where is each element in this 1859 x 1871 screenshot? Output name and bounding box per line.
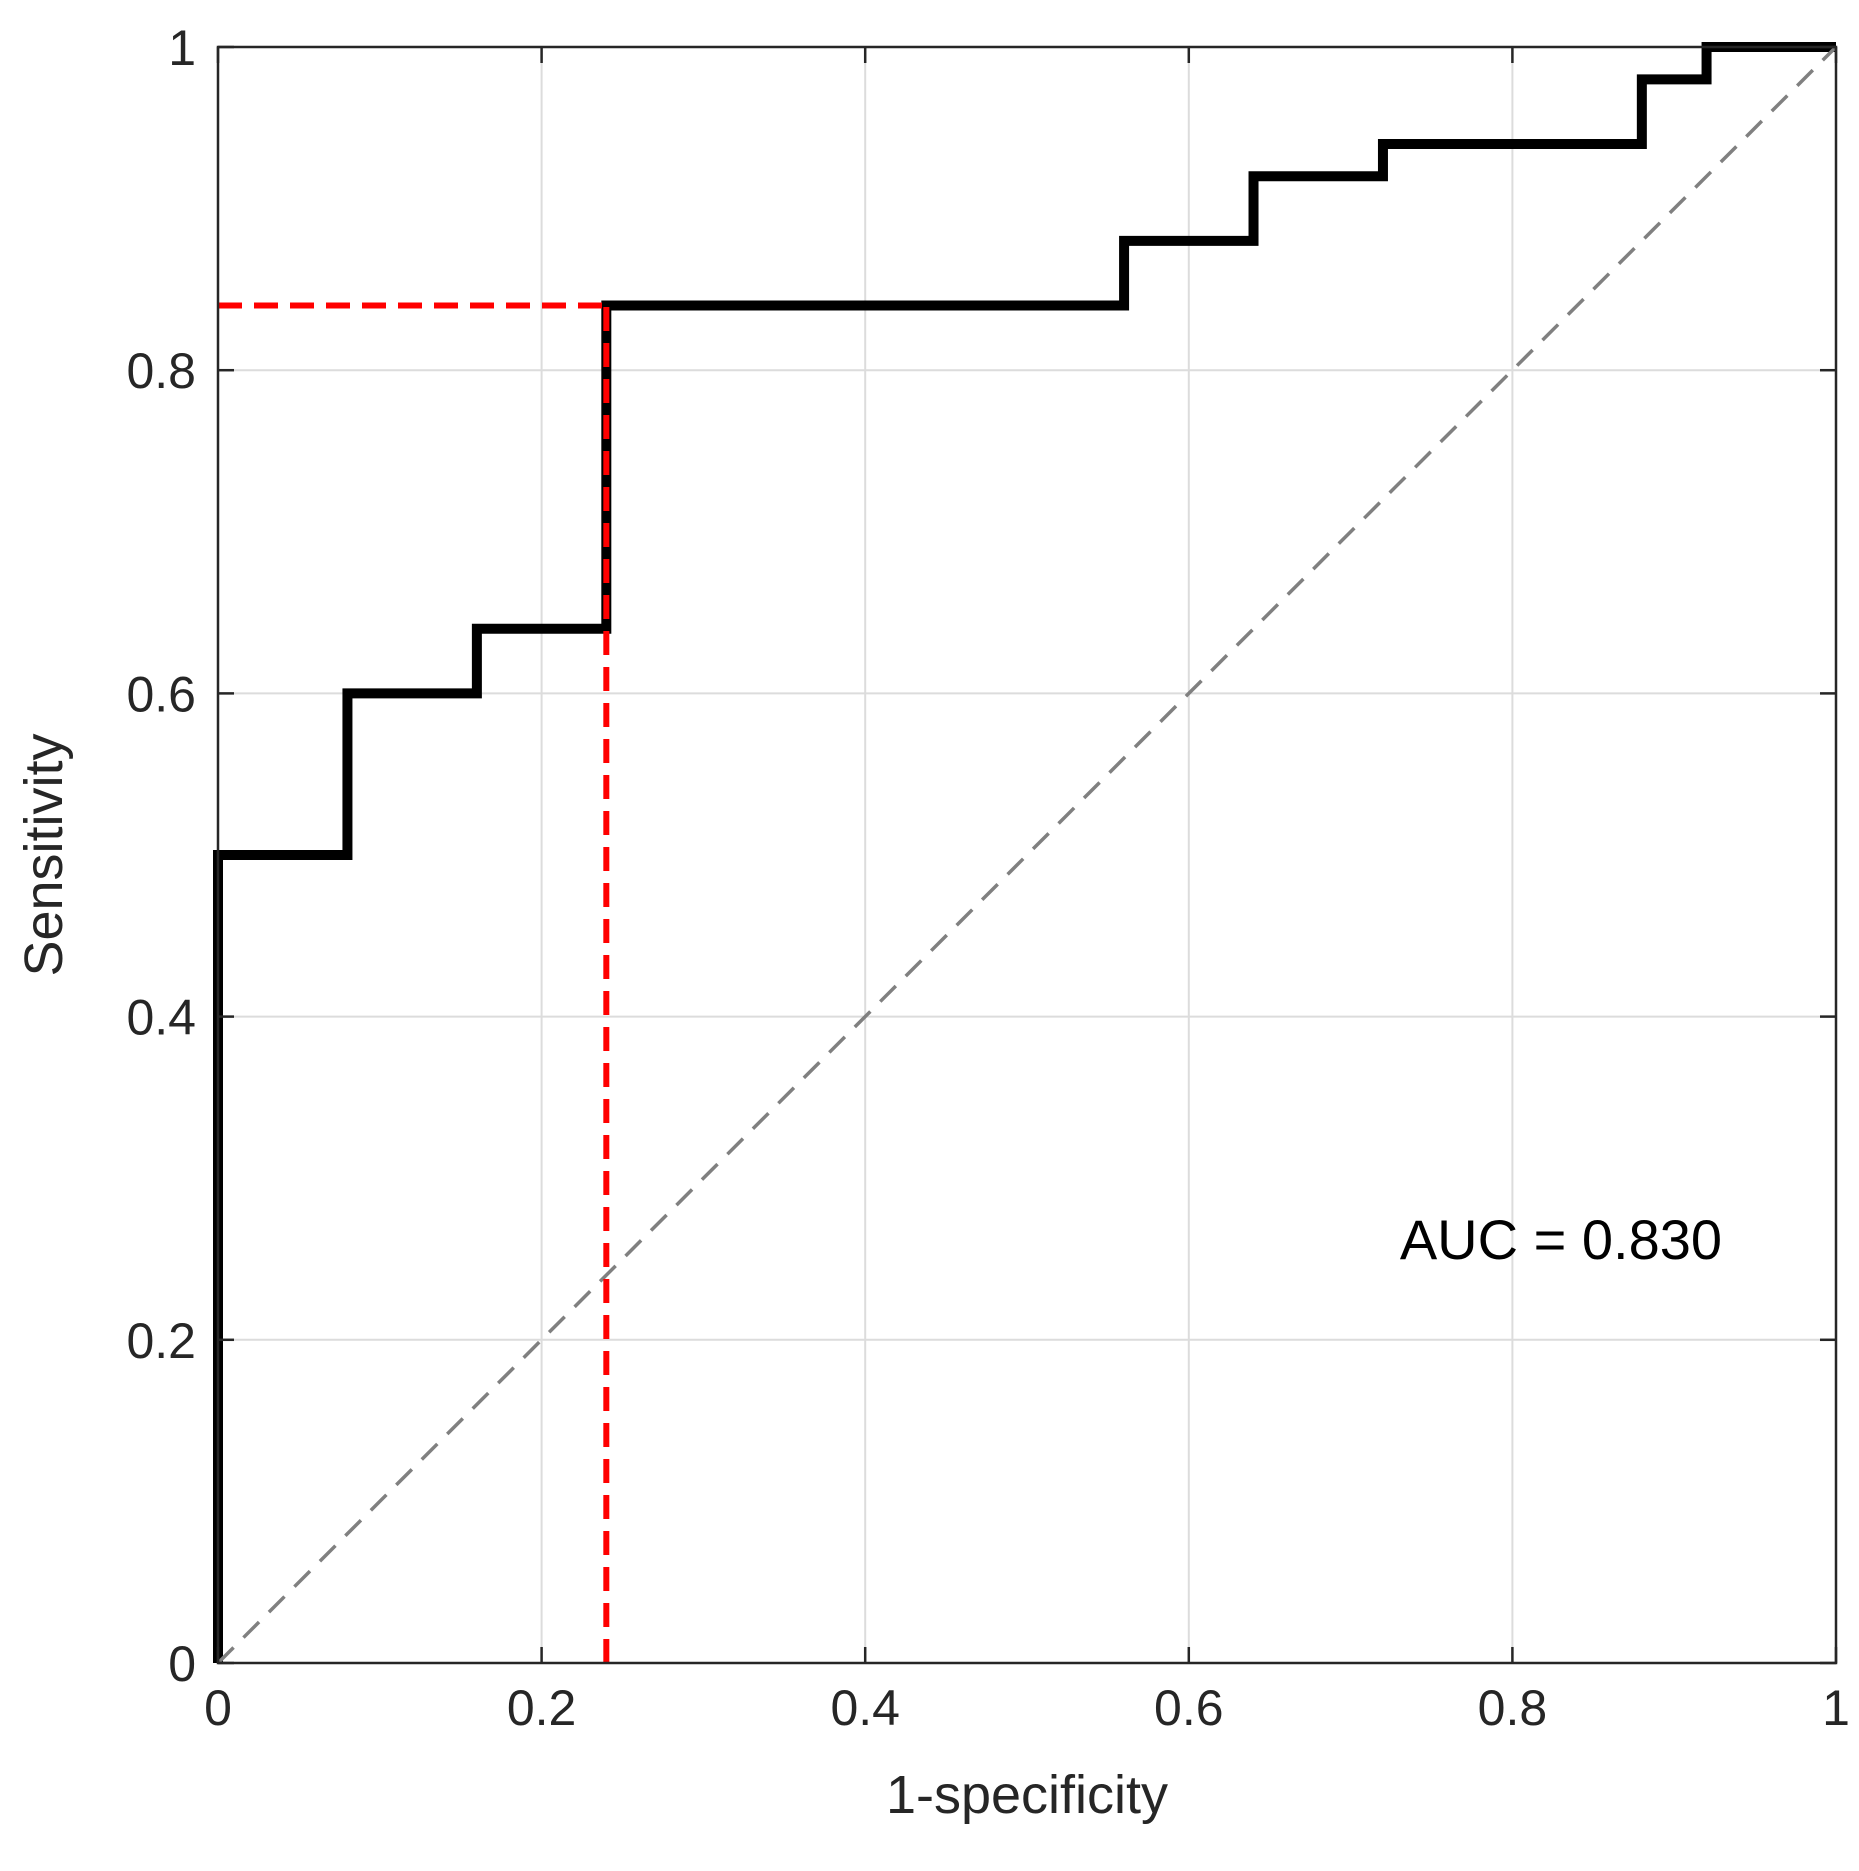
axes-box [216, 45, 1838, 1665]
y-tick-label: 1 [168, 20, 196, 76]
ticks [216, 45, 1838, 1665]
tick-labels: 0 0.2 0.4 0.6 0.8 1 0 0.2 0.4 0.6 0.8 1 [126, 20, 1849, 1736]
x-tick-label: 0.6 [1154, 1680, 1224, 1736]
x-tick-label: 0.4 [830, 1680, 900, 1736]
y-axis-title: Sensitivity [14, 733, 74, 976]
x-axis-title: 1-specificity [886, 1765, 1168, 1825]
x-tick-label: 0.2 [507, 1680, 577, 1736]
x-tick-label: 0 [204, 1680, 232, 1736]
series-roc-curve [213, 42, 1836, 1663]
annotations: AUC = 0.830 [1400, 1208, 1722, 1271]
x-tick-label: 0.8 [1478, 1680, 1548, 1736]
series [213, 42, 1838, 1665]
y-tick-label: 0.2 [126, 1313, 196, 1369]
auc-annotation: AUC = 0.830 [1400, 1208, 1722, 1271]
y-tick-label: 0.6 [126, 666, 196, 722]
grid [218, 47, 1836, 1663]
x-tick-label: 1 [1822, 1680, 1850, 1736]
y-tick-label: 0.8 [126, 343, 196, 399]
series-reference-line [216, 45, 1838, 1665]
y-tick-label: 0.4 [126, 990, 196, 1046]
plot-frame [216, 45, 1838, 1665]
y-tick-label: 0 [168, 1636, 196, 1692]
